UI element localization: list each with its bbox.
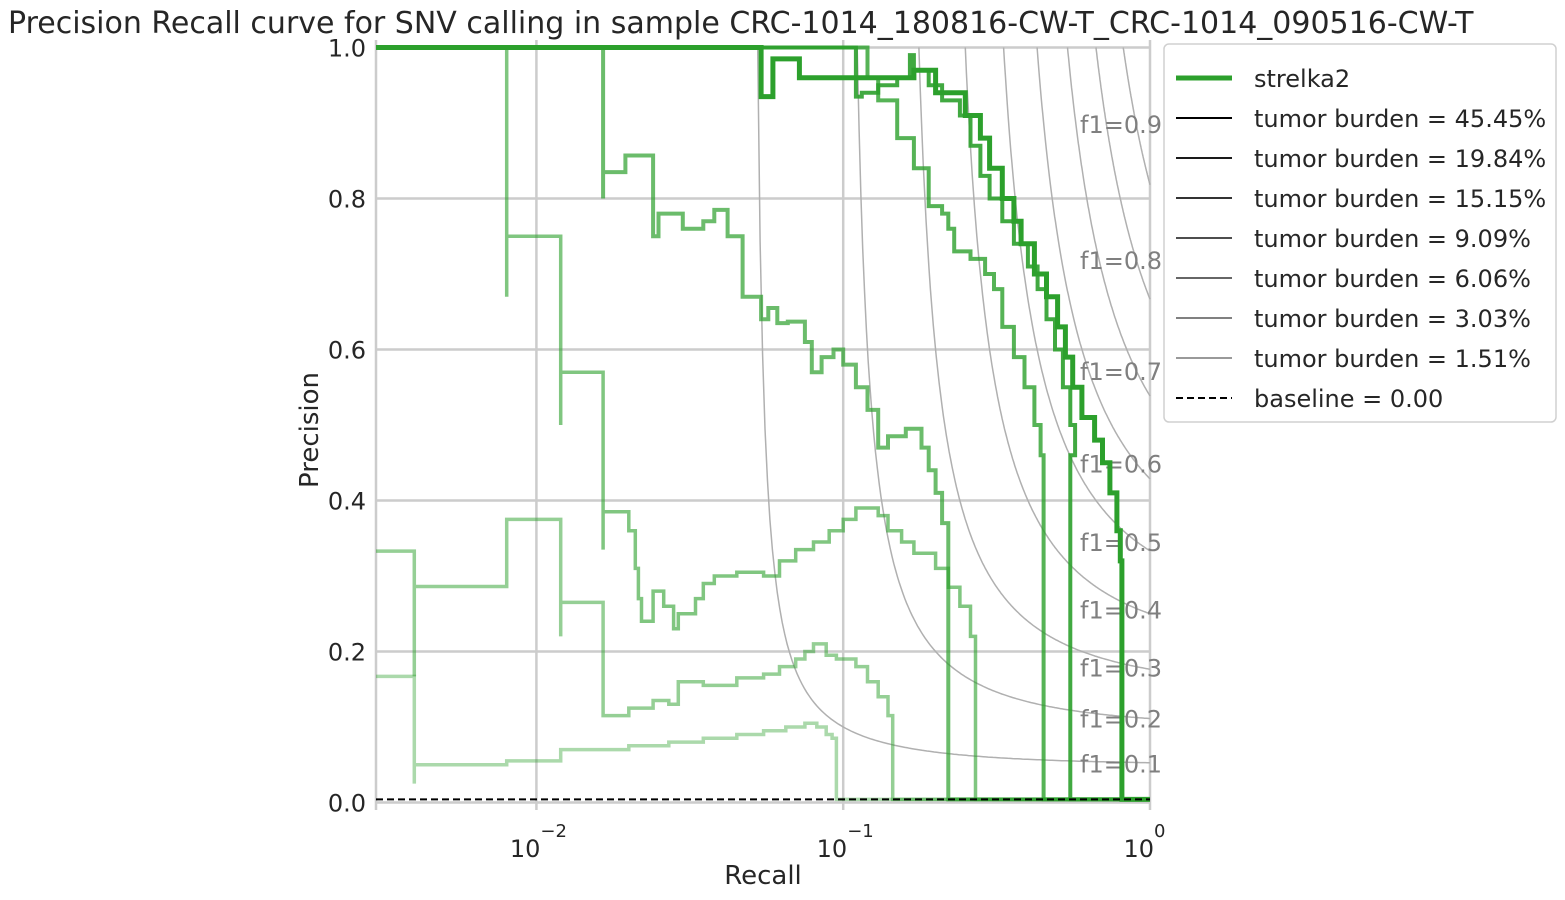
- iso-f1-label: f1=0.7: [1080, 358, 1162, 386]
- series-line: [376, 45, 1150, 802]
- x-axis-label: Recall: [724, 861, 802, 891]
- legend-entry: tumor burden = 1.51%: [1254, 345, 1531, 373]
- x-tick-exponent: −2: [540, 821, 567, 842]
- y-tick-label: 1.0: [328, 35, 366, 63]
- series-line: [376, 45, 1150, 802]
- legend-entry: tumor burden = 6.06%: [1254, 265, 1531, 293]
- series-line: [376, 517, 1150, 802]
- iso-f1-label: f1=0.8: [1080, 247, 1162, 275]
- legend-entry: tumor burden = 9.09%: [1254, 225, 1531, 253]
- x-tick-base: 10: [510, 835, 541, 863]
- iso-f1-curve: [756, 47, 1150, 764]
- x-tick-label: 100: [1123, 821, 1165, 863]
- iso-f1-curve: [1066, 47, 1151, 397]
- x-tick-exponent: −1: [847, 821, 874, 842]
- y-tick-label: 0.4: [328, 487, 366, 515]
- legend-entry: tumor burden = 45.45%: [1254, 105, 1546, 133]
- legend-frame: [1163, 43, 1557, 423]
- y-axis-label: Precision: [295, 372, 325, 488]
- iso-f1-label: f1=0.9: [1080, 111, 1162, 139]
- legend-entry: baseline = 0.00: [1254, 385, 1443, 413]
- y-tick-label: 0.2: [328, 638, 366, 666]
- y-tick-label: 0.8: [328, 186, 366, 214]
- x-tick-exponent: 0: [1154, 821, 1165, 842]
- iso-f1-curve: [1095, 47, 1151, 300]
- x-tick-base: 10: [817, 835, 848, 863]
- iso-f1-curve: [1002, 47, 1151, 552]
- iso-f1-curve: [964, 47, 1151, 615]
- iso-f1-curve: [1122, 47, 1151, 186]
- x-tick-base: 10: [1123, 835, 1154, 863]
- series-line: [376, 674, 1150, 802]
- x-tick-label: 10−1: [817, 821, 874, 863]
- iso-f1-curves: f1=0.1f1=0.2f1=0.3f1=0.4f1=0.5f1=0.6f1=0…: [756, 47, 1162, 778]
- x-tick-label: 10−2: [510, 821, 567, 863]
- y-tick-label: 0.0: [328, 789, 366, 817]
- series-line: [376, 45, 1150, 802]
- iso-f1-curve: [856, 47, 1151, 720]
- legend: strelka2 tumor burden = 45.45% tumor burde…: [1163, 43, 1557, 423]
- y-tick-label: 0.6: [328, 337, 366, 365]
- series-line: [376, 45, 1150, 802]
- legend-entry: tumor burden = 15.15%: [1254, 185, 1546, 213]
- series-line: [376, 45, 1150, 802]
- iso-f1-curve: [1036, 47, 1151, 480]
- legend-entry: strelka2: [1254, 65, 1350, 93]
- series-lines: [376, 45, 1150, 802]
- chart-title: Precision Recall curve for SNV calling i…: [8, 6, 1474, 41]
- legend-entry: tumor burden = 3.03%: [1254, 305, 1531, 333]
- iso-f1-label: f1=0.6: [1080, 451, 1162, 479]
- iso-f1-curve: [918, 47, 1151, 670]
- legend-entry: tumor burden = 19.84%: [1254, 145, 1546, 173]
